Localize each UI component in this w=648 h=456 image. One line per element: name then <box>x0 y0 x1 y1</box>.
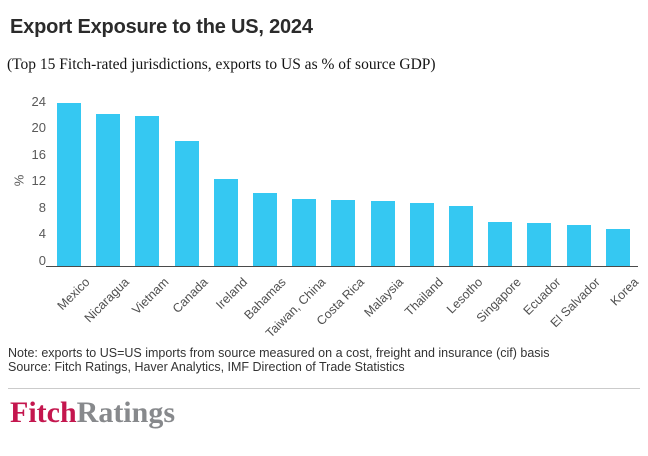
x-tick-label-text: Thailand <box>401 275 446 319</box>
footer-divider <box>8 388 640 389</box>
x-tick-label-text: Ireland <box>212 275 250 312</box>
bar-lesotho <box>449 205 473 267</box>
bar-korea <box>605 229 630 267</box>
x-tick-label-text: Korea <box>608 275 642 309</box>
chart-source: Source: Fitch Ratings, Haver Analytics, … <box>8 360 405 374</box>
bar-singapore <box>488 221 513 267</box>
y-tick-label-8: 8 <box>38 199 46 215</box>
bar-vietnam <box>135 116 160 267</box>
bar-ecuador <box>527 222 552 267</box>
fitch-ratings-logo: FitchRatings <box>10 396 175 430</box>
bar-taiwan-china <box>292 199 317 267</box>
bar-bahamas <box>253 192 277 267</box>
bar-malaysia <box>370 200 395 267</box>
x-axis-line <box>46 265 638 267</box>
chart-note: Note: exports to US=US imports from sour… <box>8 346 550 360</box>
x-tick-label-text: Canada <box>169 275 211 316</box>
bar-el-salvador <box>566 225 591 267</box>
x-tick-label-text: Mexico <box>55 275 93 313</box>
bar-canada <box>174 141 199 267</box>
y-tick-label-16: 16 <box>31 146 46 162</box>
bar-mexico <box>57 102 81 267</box>
x-tick-label-text: Vietnam <box>129 275 172 318</box>
bar-ireland <box>213 178 238 267</box>
y-tick-label-20: 20 <box>31 120 46 136</box>
y-tick-label-0: 0 <box>38 253 46 268</box>
y-tick-label-4: 4 <box>38 226 46 242</box>
x-tick-label-text: Malaysia <box>361 275 407 320</box>
bar-thailand <box>409 202 434 267</box>
y-tick-label-12: 12 <box>31 173 46 189</box>
y-tick-label-24: 24 <box>31 93 46 109</box>
chart-subtitle: (Top 15 Fitch-rated jurisdictions, expor… <box>7 56 436 73</box>
logo-fitch-text: Fitch <box>10 396 77 429</box>
page-title: Export Exposure to the US, 2024 <box>10 16 313 38</box>
logo-ratings-text: Ratings <box>76 396 176 429</box>
bar-nicaragua <box>96 114 121 267</box>
bar-costa-rica <box>331 199 356 267</box>
